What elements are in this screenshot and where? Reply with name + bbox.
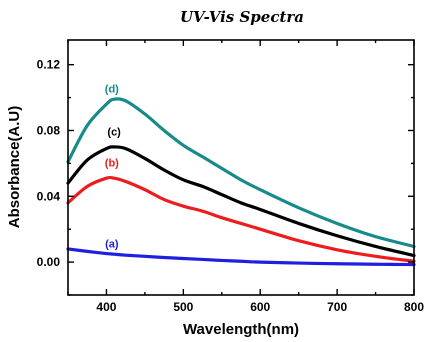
x-axis-label: Wavelength(nm) xyxy=(183,321,299,338)
series-label-2: (c) xyxy=(107,126,121,138)
x-tick-label: 400 xyxy=(96,300,116,314)
x-tick-label: 800 xyxy=(404,300,424,314)
y-tick-label: 0.00 xyxy=(37,255,61,269)
series-line-2 xyxy=(66,145,416,258)
series-line-0 xyxy=(66,247,416,267)
series-label-3: (d) xyxy=(105,84,119,96)
series-label-0: (a) xyxy=(105,238,119,250)
plot-frame xyxy=(67,39,415,296)
axes: 400 500 600 700 800 0.00 0.04 0.08 0.12 xyxy=(37,40,424,314)
series-line-3 xyxy=(66,97,416,249)
series-line-1 xyxy=(66,175,416,263)
y-tick-label: 0.12 xyxy=(37,58,61,72)
chart-title: UV-Vis Spectra xyxy=(180,8,304,26)
x-tick-label: 700 xyxy=(327,300,347,314)
y-axis-label: Absorbance(A.U) xyxy=(6,106,23,229)
x-tick-label: 600 xyxy=(250,300,270,314)
y-tick-label: 0.08 xyxy=(37,123,61,137)
series-label-1: (b) xyxy=(105,158,119,170)
plot-area: (a) (b) (c) (d) xyxy=(66,84,416,267)
y-tick-label: 0.04 xyxy=(37,189,61,203)
x-tick-label: 500 xyxy=(173,300,193,314)
